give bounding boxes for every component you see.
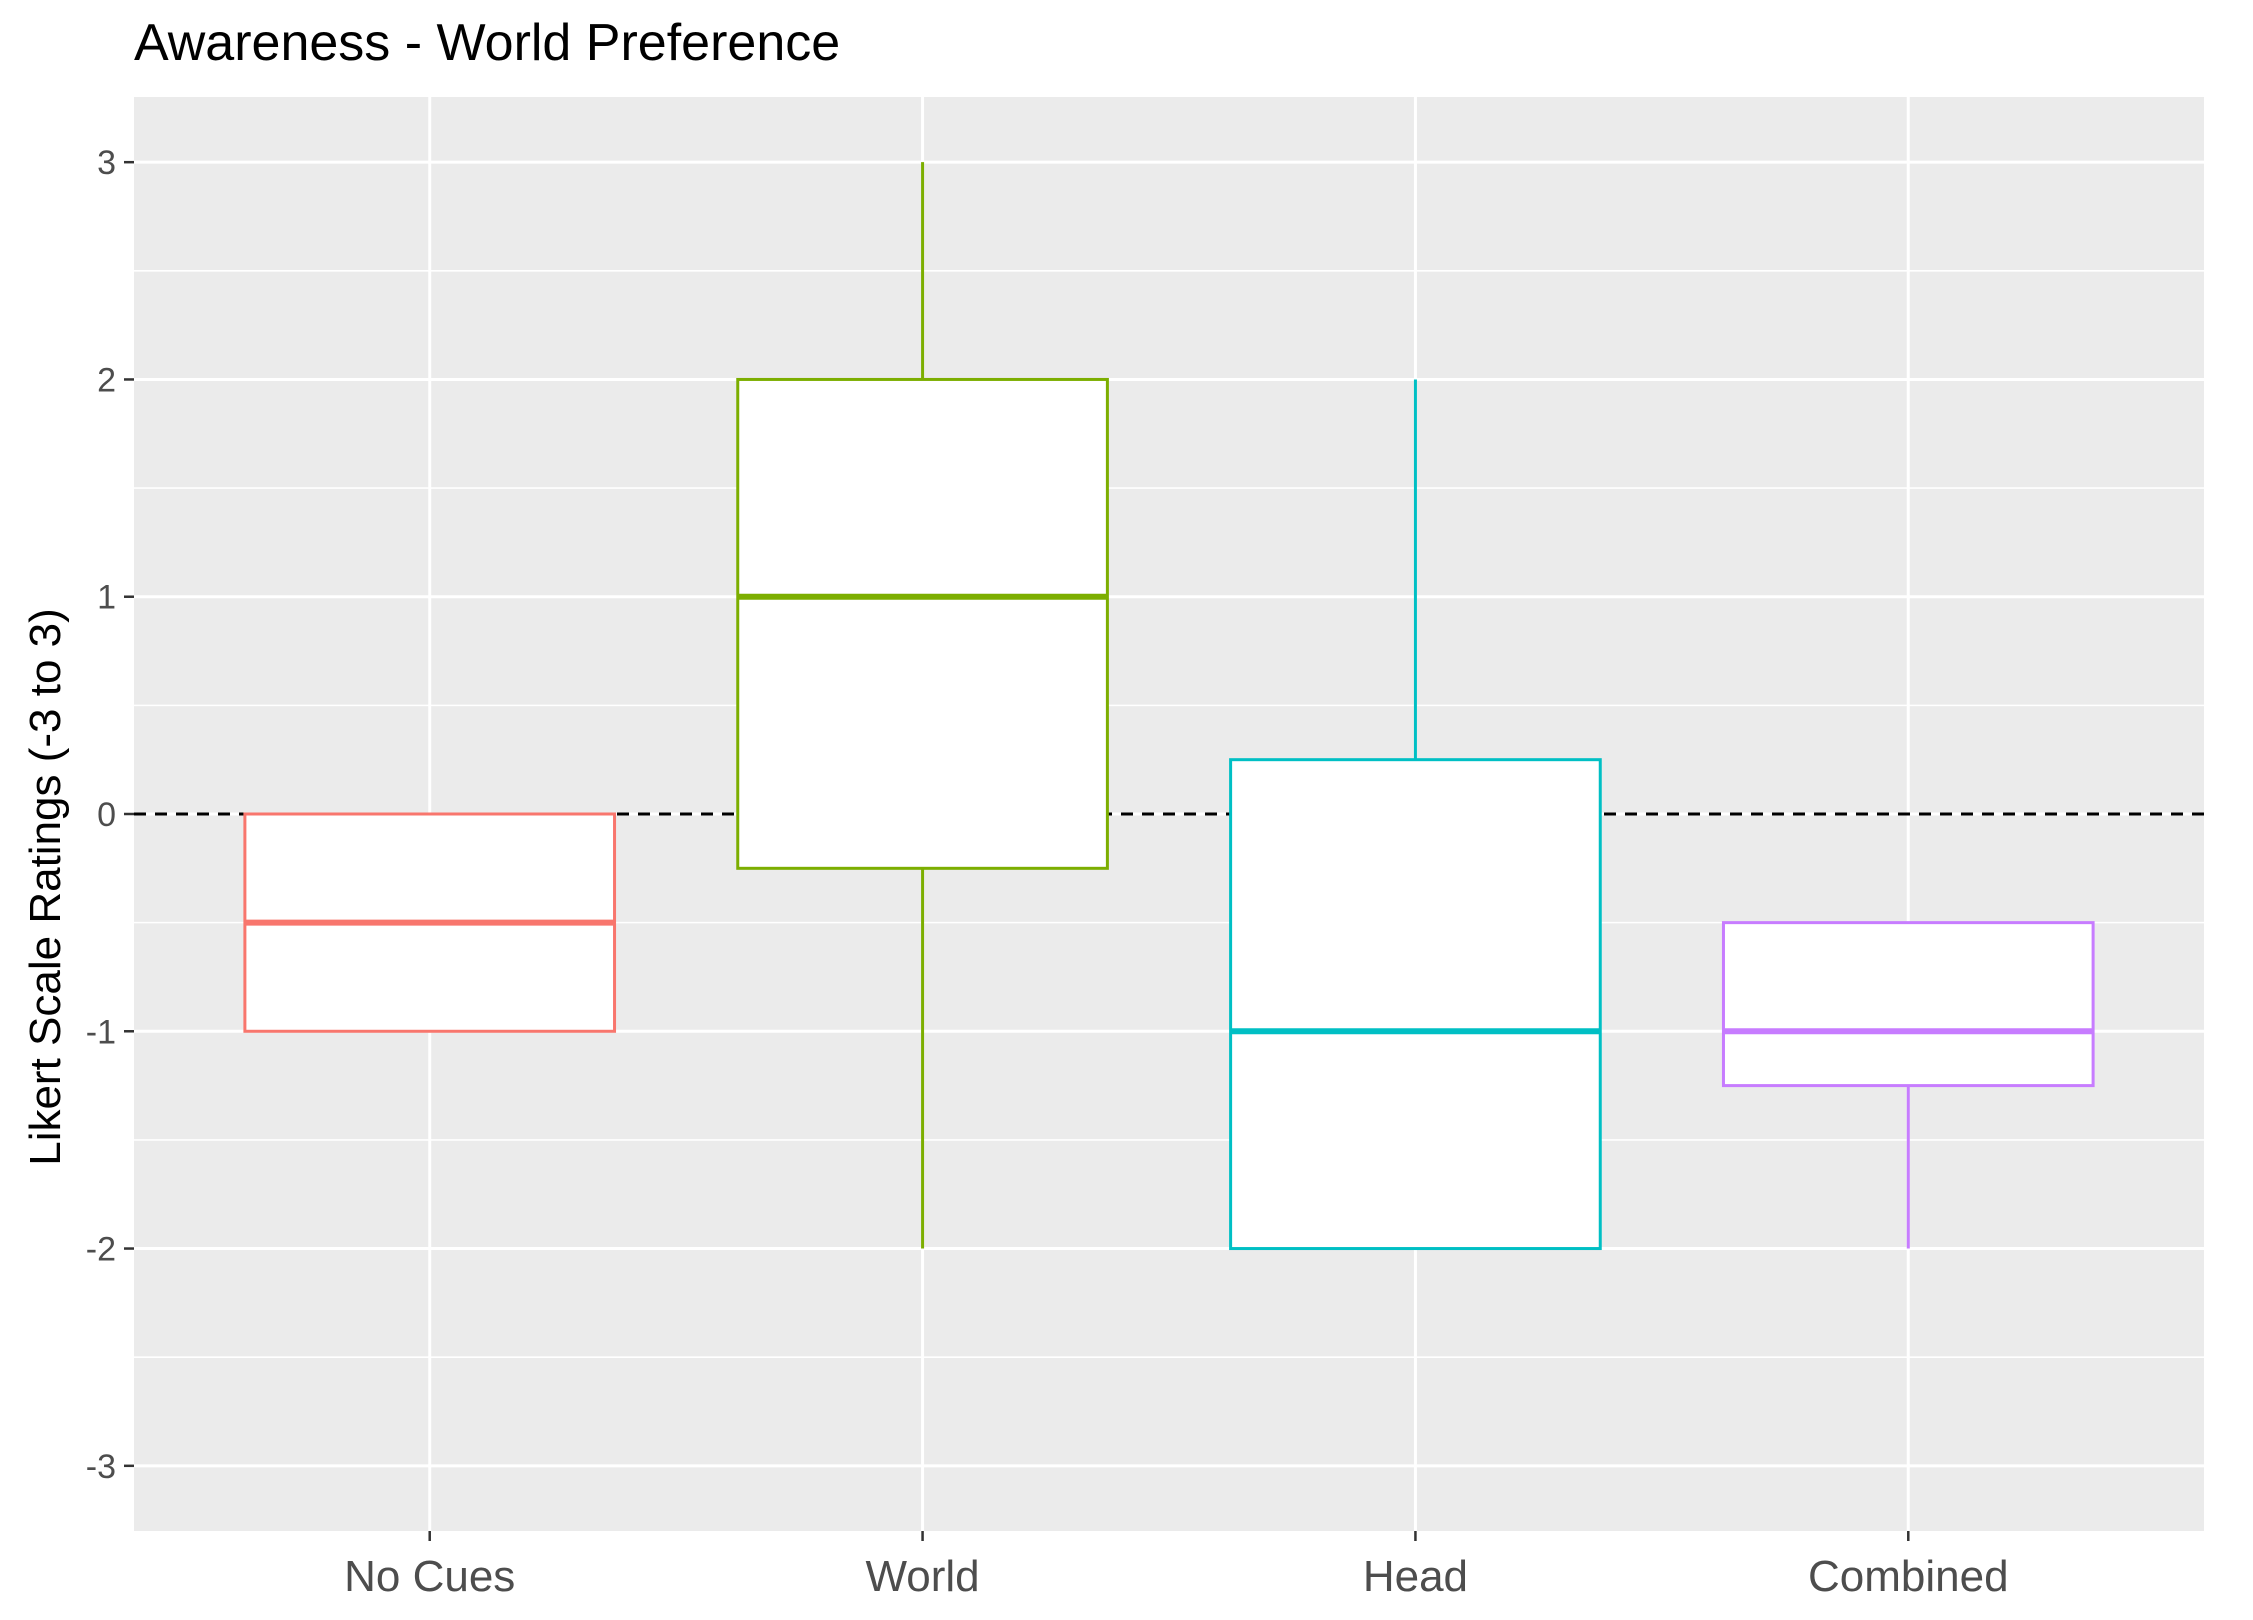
box-head (1229, 379, 1602, 1251)
x-tick-label: World (866, 1552, 980, 1601)
boxes-layer (243, 162, 2095, 1251)
y-tick-label: 2 (97, 361, 116, 399)
y-tick-label: 3 (97, 144, 116, 182)
box-iqr (1721, 921, 2095, 1088)
box-iqr (736, 377, 1109, 870)
chart-title: Awareness - World Preference (134, 14, 840, 72)
box-world (736, 162, 1109, 1249)
y-axis-label: Likert Scale Ratings (-3 to 3) (21, 608, 70, 1166)
y-tick-label: -1 (86, 1013, 116, 1051)
y-tick-label: 0 (97, 796, 116, 834)
y-tick-label: -2 (86, 1231, 116, 1269)
x-tick-label: No Cues (344, 1552, 515, 1601)
y-tick-label: 1 (97, 579, 116, 617)
box-combined (1721, 921, 2095, 1249)
x-tick-label: Combined (1808, 1552, 2009, 1601)
box-no-cues (243, 812, 617, 1033)
box-iqr (1229, 758, 1602, 1251)
x-tick-label: Head (1363, 1552, 1468, 1601)
axes-layer: -3 -2 -1 0 1 2 3 No Cues World Head Combined (86, 144, 2009, 1601)
y-tick-label: -3 (86, 1448, 116, 1486)
